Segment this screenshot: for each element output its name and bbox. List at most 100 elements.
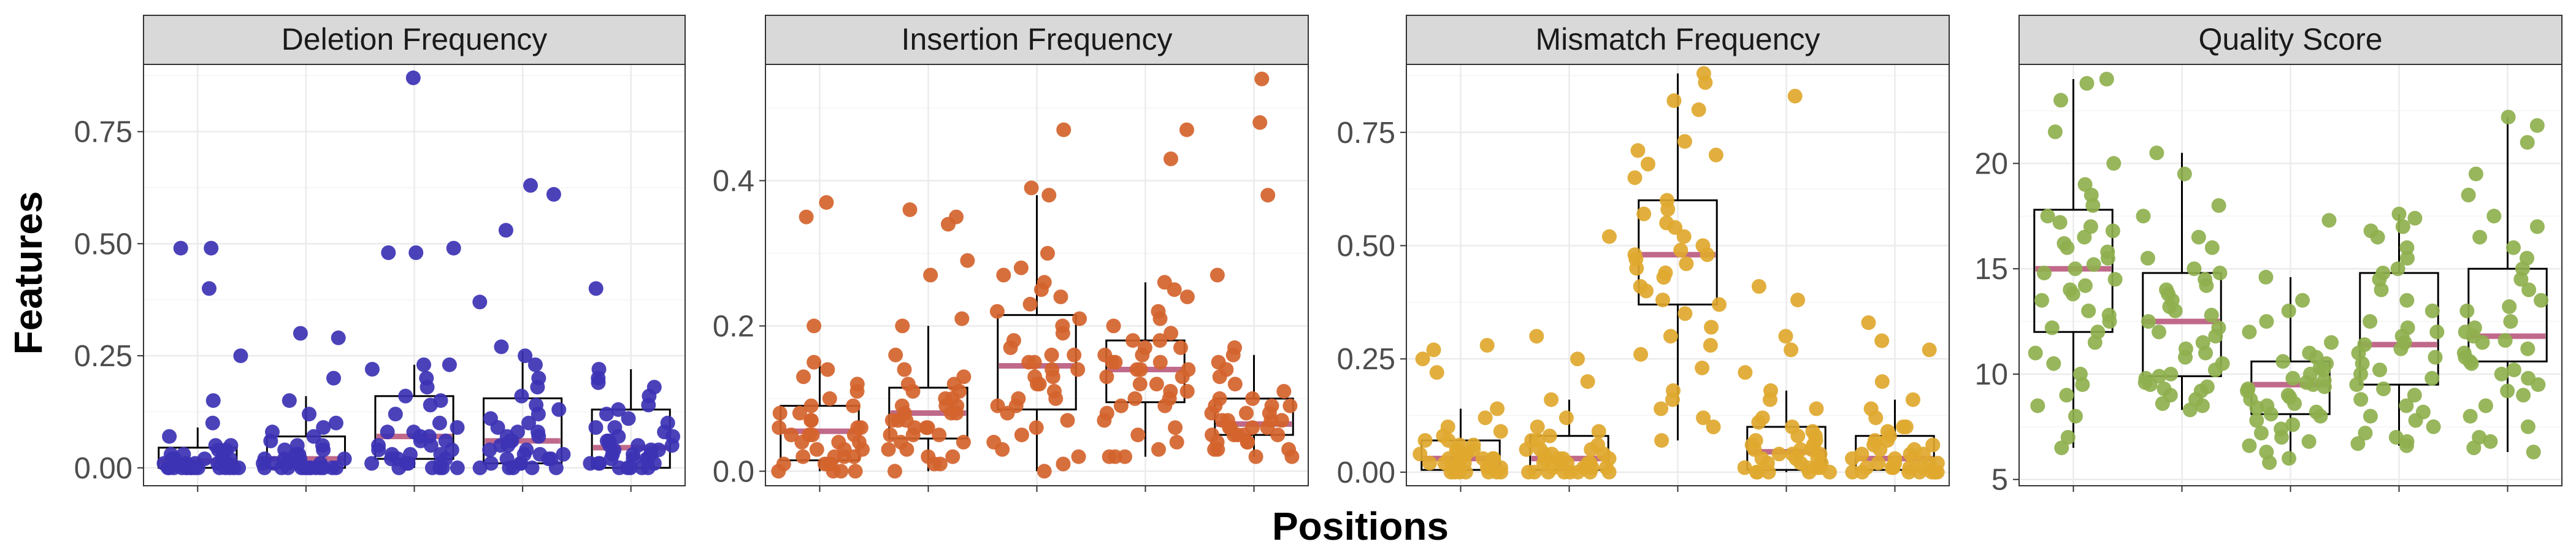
box bbox=[997, 314, 1077, 411]
data-point bbox=[233, 348, 248, 364]
data-point bbox=[2155, 396, 2170, 411]
group-4 bbox=[1097, 122, 1196, 464]
y-tick-label: 20 bbox=[1974, 147, 2008, 180]
data-point bbox=[1102, 449, 1117, 464]
data-point bbox=[328, 415, 343, 431]
data-point bbox=[2506, 362, 2521, 378]
data-point bbox=[1037, 464, 1052, 479]
data-point bbox=[1778, 329, 1793, 344]
data-point bbox=[1163, 326, 1179, 341]
group-2 bbox=[256, 326, 352, 475]
y-tick-label: 0.25 bbox=[74, 340, 132, 373]
data-point bbox=[884, 413, 900, 428]
data-point bbox=[2285, 417, 2301, 432]
data-point bbox=[2142, 377, 2158, 393]
data-point bbox=[1040, 246, 1055, 261]
group-3 bbox=[2240, 213, 2339, 470]
data-point bbox=[1270, 427, 1286, 443]
data-point bbox=[205, 415, 220, 431]
data-point bbox=[1152, 333, 1168, 348]
panel-border bbox=[2018, 64, 2563, 486]
data-point bbox=[1665, 392, 1680, 407]
data-point bbox=[989, 304, 1005, 319]
data-point bbox=[523, 178, 538, 193]
data-point bbox=[664, 438, 680, 453]
data-point bbox=[2349, 377, 2364, 393]
data-point bbox=[2105, 223, 2120, 239]
data-point bbox=[1751, 279, 1766, 294]
data-point bbox=[956, 434, 971, 450]
data-point bbox=[2317, 379, 2332, 394]
data-point bbox=[364, 362, 380, 377]
panels: Deletion Frequency0.000.250.500.75Insert… bbox=[74, 15, 2563, 497]
data-point bbox=[2399, 293, 2415, 308]
data-point bbox=[1478, 410, 1493, 426]
data-point bbox=[2399, 398, 2414, 413]
data-point bbox=[1260, 188, 1276, 203]
data-point bbox=[482, 442, 497, 458]
data-point bbox=[293, 326, 308, 341]
data-point bbox=[591, 375, 606, 390]
data-point bbox=[1099, 369, 1114, 385]
data-point bbox=[2502, 299, 2517, 314]
data-point bbox=[1254, 71, 1270, 86]
x-axis-title: Positions bbox=[1272, 504, 1449, 548]
data-point bbox=[1260, 420, 1275, 435]
data-point bbox=[1698, 75, 1713, 90]
data-point bbox=[2363, 408, 2378, 424]
data-point bbox=[1072, 311, 1087, 326]
data-point bbox=[257, 460, 272, 475]
data-point bbox=[1584, 442, 1599, 457]
data-point bbox=[1704, 320, 1719, 335]
data-point bbox=[2052, 215, 2068, 230]
data-point bbox=[1873, 442, 1888, 457]
data-point bbox=[795, 449, 811, 464]
data-point bbox=[371, 442, 386, 458]
data-point bbox=[1663, 329, 1678, 344]
data-point bbox=[1127, 391, 1143, 406]
data-point bbox=[500, 438, 516, 453]
data-point bbox=[2136, 209, 2151, 224]
data-point bbox=[548, 460, 564, 475]
data-point bbox=[1152, 311, 1168, 326]
data-point bbox=[1033, 282, 1049, 297]
data-point bbox=[326, 370, 341, 386]
panel-title: Quality Score bbox=[2198, 22, 2382, 56]
data-point bbox=[2085, 198, 2101, 213]
data-point bbox=[588, 281, 604, 296]
data-point bbox=[1284, 449, 1300, 464]
data-point bbox=[1149, 377, 1164, 392]
data-point bbox=[2208, 329, 2223, 344]
data-point bbox=[1677, 134, 1692, 149]
y-tick-label: 0.25 bbox=[1337, 343, 1395, 376]
data-point bbox=[1044, 347, 1059, 362]
data-point bbox=[1151, 442, 1166, 457]
data-point bbox=[1901, 464, 1917, 480]
data-point bbox=[1152, 355, 1168, 370]
data-point bbox=[641, 397, 656, 413]
data-point bbox=[1132, 377, 1148, 392]
data-point bbox=[920, 420, 935, 435]
data-point bbox=[472, 460, 488, 475]
data-point bbox=[1135, 347, 1150, 362]
data-point bbox=[302, 407, 316, 422]
data-point bbox=[527, 357, 543, 372]
data-point bbox=[2520, 419, 2536, 434]
data-point bbox=[1413, 447, 1428, 462]
data-point bbox=[1000, 405, 1015, 421]
data-point bbox=[2198, 345, 2213, 361]
data-point bbox=[1673, 242, 1689, 258]
data-point bbox=[380, 424, 395, 440]
data-point bbox=[2516, 388, 2531, 403]
group-2 bbox=[881, 202, 975, 479]
data-point bbox=[1003, 340, 1018, 355]
data-point bbox=[2087, 335, 2103, 350]
data-point bbox=[2211, 198, 2226, 213]
group-3 bbox=[986, 122, 1087, 479]
data-point bbox=[162, 429, 177, 444]
data-point bbox=[1276, 384, 1292, 399]
data-point bbox=[2287, 396, 2302, 411]
data-point bbox=[187, 460, 202, 475]
data-point bbox=[2242, 438, 2257, 453]
